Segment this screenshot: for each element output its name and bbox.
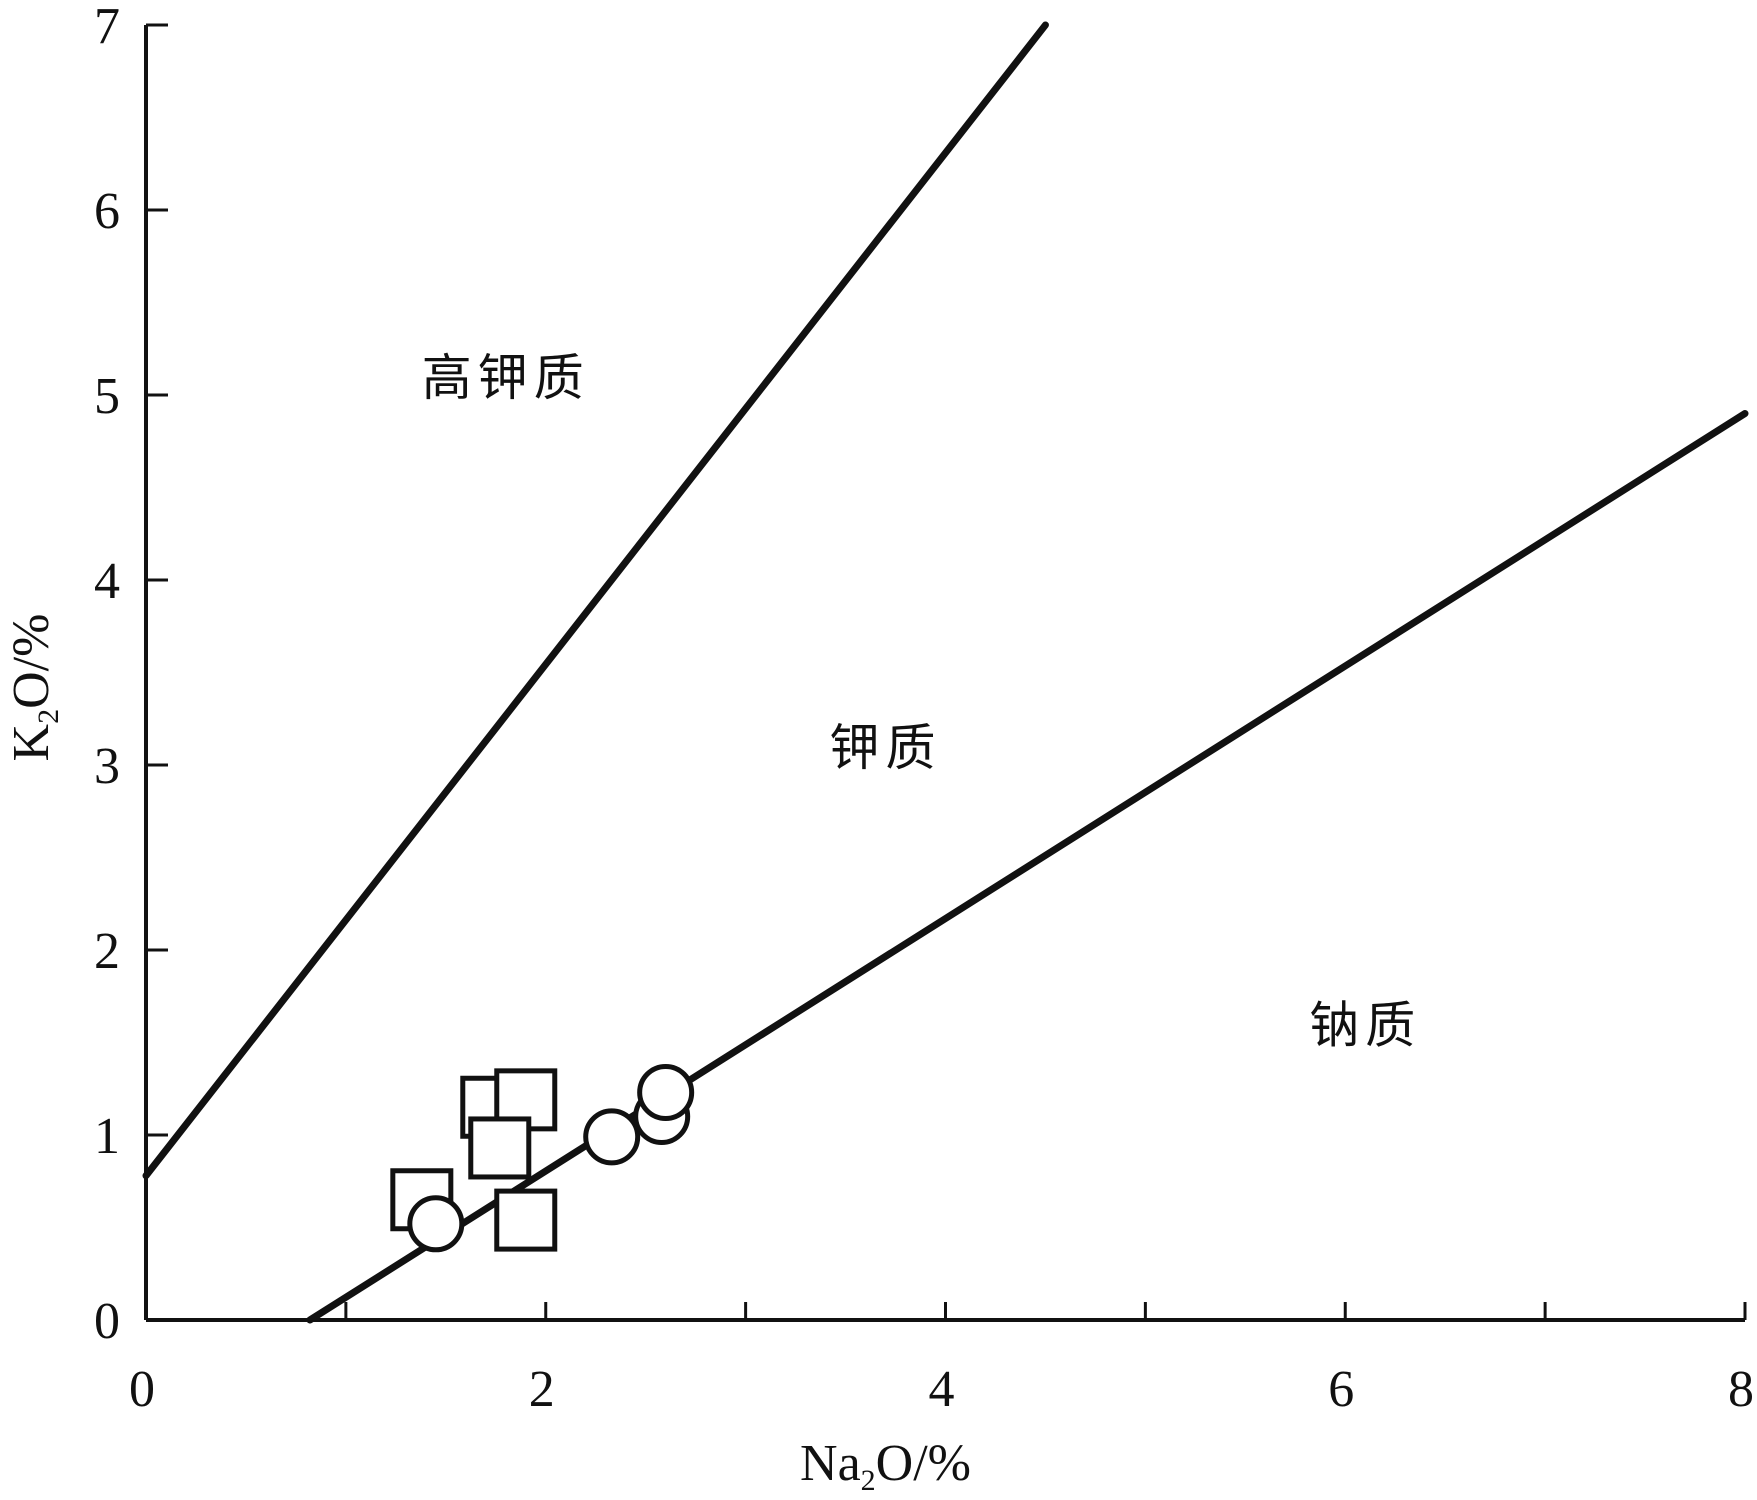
y-axis-title: K2O/% — [3, 614, 65, 762]
boundary-line-2 — [306, 410, 1749, 1324]
region-label: 钠质 — [1309, 997, 1421, 1055]
axis-title-main: K — [3, 723, 60, 761]
axes: 0 1 2 3 4 5 6 7 0 2 4 6 8 — [94, 0, 1754, 1418]
axis-title-main: Na — [800, 1435, 861, 1492]
axis-title-subscript: 2 — [861, 1464, 876, 1497]
circle-marker — [583, 1108, 641, 1166]
axis-title-rest: O/% — [3, 614, 60, 709]
x-tick-label: 6 — [1328, 1361, 1354, 1418]
y-tick-label: 3 — [94, 738, 120, 795]
circle-marker — [637, 1063, 695, 1121]
x-tick-label: 2 — [529, 1361, 555, 1418]
y-tick-label: 0 — [94, 1293, 120, 1350]
region-label: 钾质 — [830, 719, 942, 777]
x-tick-label: 8 — [1728, 1361, 1754, 1418]
y-tick-label: 2 — [94, 923, 120, 980]
x-axis-title: Na2O/% — [800, 1435, 971, 1497]
y-tick-label: 4 — [94, 553, 120, 610]
axis-title-rest: O/% — [876, 1435, 971, 1492]
y-tick-label: 6 — [94, 183, 120, 240]
circle-marker — [407, 1195, 465, 1253]
y-tick-label: 1 — [94, 1108, 120, 1165]
boundary-lines — [142, 21, 1749, 1324]
boundary-line-1 — [142, 21, 1049, 1180]
data-markers — [390, 1063, 695, 1253]
square-marker — [494, 1188, 558, 1252]
axis-title-subscript: 2 — [32, 709, 65, 724]
x-tick-label: 0 — [129, 1361, 155, 1418]
square-marker — [468, 1116, 532, 1180]
region-label: 高钾质 — [422, 349, 590, 407]
x-tick-label: 4 — [929, 1361, 955, 1418]
y-tick-label: 7 — [94, 0, 120, 55]
y-tick-label: 5 — [94, 368, 120, 425]
